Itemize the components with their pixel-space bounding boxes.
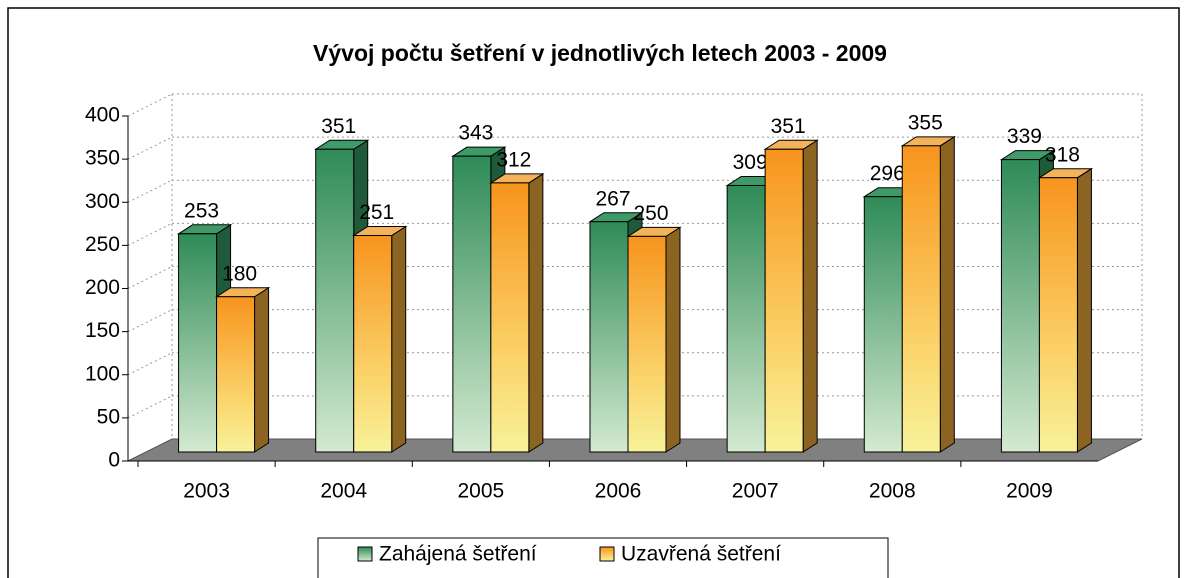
bar: [764, 148, 804, 453]
x-tick-label: 2008: [869, 480, 916, 503]
bar: [1000, 159, 1040, 453]
bar: [901, 145, 941, 453]
y-tick-label: 200: [85, 276, 120, 299]
grid-line: [127, 266, 173, 289]
x-tick-label: 2009: [1006, 480, 1053, 503]
grid-line: [127, 395, 173, 419]
grid-line: [127, 179, 173, 203]
legend-swatch: [599, 546, 615, 562]
data-label: 351: [321, 115, 356, 138]
y-tick-label: 0: [108, 449, 120, 472]
bar: [1038, 177, 1078, 453]
data-label: 267: [595, 187, 630, 210]
legend-label: Uzavřená šetření: [621, 543, 781, 566]
bar-side: [528, 172, 544, 453]
x-tick-label: 2004: [320, 480, 367, 503]
data-label: 250: [633, 202, 668, 225]
data-label: 251: [359, 201, 394, 224]
y-tick-label: 150: [85, 319, 120, 342]
grid-line: [127, 352, 173, 376]
chart-title: Vývoj počtu šetření v jednotlivých letec…: [313, 40, 887, 66]
bar: [452, 155, 492, 453]
legend-swatch: [357, 546, 373, 562]
bar: [627, 235, 667, 453]
data-label: 339: [1007, 125, 1042, 148]
y-tick-label: 400: [85, 104, 120, 127]
x-tick-label: 2007: [732, 480, 779, 503]
grid-line: [127, 93, 173, 117]
y-tick-label: 50: [97, 405, 120, 428]
data-label: 309: [733, 151, 768, 174]
y-tick-label: 100: [85, 362, 120, 385]
grid-line: [127, 136, 173, 160]
bar-side: [254, 286, 270, 453]
data-label: 253: [184, 199, 219, 222]
grid-line: [127, 309, 173, 333]
bar: [726, 184, 766, 453]
data-label: 351: [771, 115, 806, 138]
data-label: 343: [458, 122, 493, 145]
bar: [216, 296, 256, 453]
bar: [353, 235, 393, 453]
y-tick-label: 300: [85, 190, 120, 213]
bar: [863, 196, 903, 453]
data-label: 318: [1045, 143, 1080, 166]
bar: [490, 182, 530, 453]
grid-line: [127, 222, 173, 246]
y-tick-label: 250: [85, 233, 120, 256]
data-label: 296: [870, 162, 905, 185]
bar: [178, 233, 218, 453]
bar-side: [1076, 167, 1092, 453]
bar: [315, 148, 355, 453]
data-label: 180: [222, 262, 257, 285]
x-tick-label: 2006: [595, 480, 642, 503]
bar-side: [391, 225, 407, 453]
y-tick-label: 350: [85, 147, 120, 170]
data-label: 312: [496, 148, 531, 171]
bar-side: [665, 226, 681, 453]
x-tick-label: 2005: [457, 480, 504, 503]
legend-label: Zahájená šetření: [379, 543, 537, 566]
data-label: 355: [908, 111, 943, 134]
bar: [589, 221, 629, 453]
bar-side: [802, 139, 818, 453]
bar-side: [939, 135, 955, 453]
x-tick-label: 2003: [183, 480, 230, 503]
